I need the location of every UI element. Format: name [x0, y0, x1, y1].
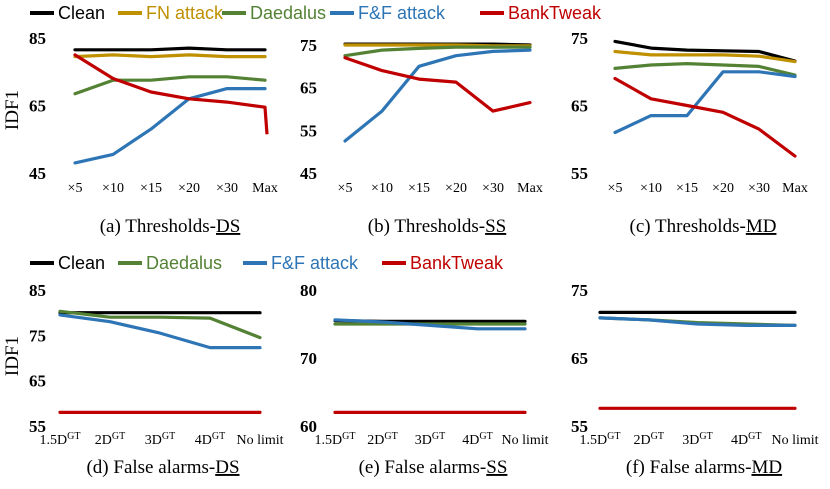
y-tick-label: 65 [300, 79, 317, 98]
x-tick-label: Max [782, 181, 808, 196]
panel-caption: (a) Thresholds-DS [100, 216, 241, 237]
x-tick-label: ×15 [140, 181, 162, 196]
series-line-fn-attack [73, 53, 267, 59]
y-tick-label: 65 [29, 372, 46, 391]
legend-bottom: Clean Daedalus F&F attack BankTweak [30, 253, 504, 273]
x-tick-label: 4DGT [195, 431, 225, 449]
x-tick-label: Max [252, 181, 278, 196]
x-tick-label: ×30 [482, 181, 504, 196]
legend-label-daedalus: Daedalus [146, 253, 222, 273]
x-tick-label: ×10 [640, 181, 662, 196]
chart-panel-4: 55 65 75 85 1.5DGT 2DGT 3DGT 4DGT No limit (d) Fa… [29, 281, 284, 478]
x-tick-label: ×20 [445, 181, 467, 196]
y-tick-label: 70 [300, 349, 317, 368]
panel-caption: (f) False alarms-MD [626, 457, 782, 478]
y-tick-label: 80 [300, 281, 317, 300]
panel-caption: (d) False alarms-DS [86, 457, 239, 478]
x-tick-label: 4DGT [731, 431, 761, 449]
x-tick-label: No limit [236, 433, 283, 448]
legend-label-fandf-attack: F&F attack [271, 253, 359, 273]
y-tick-label: 75 [571, 281, 588, 300]
x-tick-label: 1.5DGT [40, 431, 81, 449]
panel-caption: (e) False alarms-SS [359, 457, 508, 478]
x-tick-label: ×10 [371, 181, 393, 196]
series-line-fandf-attack [73, 86, 267, 165]
y-tick-label: 75 [300, 36, 317, 55]
chart-panel-6: 55 65 75 1.5DGT 2DGT 3DGT 4DGT No limit (f) Fals… [571, 281, 819, 478]
y-tick-label: 85 [29, 281, 46, 300]
x-tick-label: 1.5DGT [580, 431, 621, 449]
y-tick-label: 45 [29, 164, 46, 183]
x-tick-label: ×20 [178, 181, 200, 196]
x-tick-label: ×5 [608, 181, 623, 196]
y-tick-label: 75 [29, 326, 46, 345]
x-tick-label: ×10 [102, 181, 124, 196]
x-tick-label: ×5 [68, 181, 83, 196]
y-tick-label: 55 [571, 164, 588, 183]
series-tail-banktweak [263, 107, 269, 135]
legend-label-banktweak: BankTweak [410, 253, 504, 273]
x-tick-label: 2DGT [367, 431, 397, 449]
y-axis-label-bottom: IDF1 [2, 336, 23, 376]
x-tick-label: ×15 [676, 181, 698, 196]
x-tick-label: ×15 [408, 181, 430, 196]
series-line-fandf-attack [58, 313, 262, 350]
y-tick-label: 65 [571, 97, 588, 116]
y-tick-label: 85 [29, 29, 46, 48]
legend-label-banktweak: BankTweak [508, 3, 602, 23]
y-tick-label: 60 [300, 417, 317, 436]
y-tick-label: 65 [571, 349, 588, 368]
x-tick-label: 3DGT [682, 431, 712, 449]
chart-panel-2: 45 55 65 75 ×5 ×10 ×15 ×20 ×30 Max (b) Thresholds-… [300, 36, 543, 237]
legend-label-clean: Clean [58, 3, 105, 23]
y-tick-label: 75 [571, 29, 588, 48]
series-line-fandf-attack [343, 48, 532, 143]
legend-label-fandf-attack: F&F attack [358, 3, 446, 23]
chart-panel-5: 60 70 80 1.5DGT 2DGT 3DGT 4DGT No limit (e) Fals… [300, 281, 549, 478]
x-tick-label: ×5 [338, 181, 353, 196]
chart-panel-1: 45 65 85 ×5 ×10 ×15 ×20 ×30 Max (a) Thresholds-DS [29, 29, 278, 237]
series-line-fn-attack [613, 49, 797, 64]
x-tick-label: 4DGT [462, 431, 492, 449]
y-tick-label: 55 [571, 417, 588, 436]
x-tick-label: ×20 [712, 181, 734, 196]
series-line-daedalus [73, 75, 267, 96]
y-axis-label-top: IDF1 [2, 90, 23, 130]
panel-caption: (b) Thresholds-SS [368, 216, 506, 237]
x-tick-label: 2DGT [95, 431, 125, 449]
legend-label-clean: Clean [58, 253, 105, 273]
series-line-daedalus [613, 61, 797, 77]
y-tick-label: 55 [29, 417, 46, 436]
series-line-fandf-attack [598, 316, 797, 327]
panel-caption: (c) Thresholds-MD [630, 216, 777, 237]
y-tick-label: 65 [29, 97, 46, 116]
legend-label-fn-attack: FN attack [146, 3, 224, 23]
series-line-banktweak [613, 76, 797, 158]
x-tick-label: 2DGT [634, 431, 664, 449]
x-tick-label: No limit [771, 433, 818, 448]
series-line-daedalus [58, 309, 262, 340]
series-line-clean [613, 39, 797, 63]
y-tick-label: 45 [300, 164, 317, 183]
x-tick-label: ×30 [748, 181, 770, 196]
x-tick-label: 1.5DGT [315, 431, 356, 449]
series-line-clean [73, 46, 267, 52]
series-line-banktweak [73, 53, 267, 109]
y-tick-label: 55 [300, 121, 317, 140]
x-tick-label: 3DGT [415, 431, 445, 449]
x-tick-label: 3DGT [145, 431, 175, 449]
x-tick-label: ×30 [216, 181, 238, 196]
series-line-fandf-attack [613, 70, 797, 135]
legend-top: Clean FN attack Daedalus F&F attack BankTwea… [30, 3, 602, 23]
chart-panel-3: 55 65 75 ×5 ×10 ×15 ×20 ×30 Max (c) Thresholds-MD [571, 29, 808, 237]
series-line-banktweak [343, 56, 532, 113]
series-line-daedalus [343, 45, 532, 58]
x-tick-label: Max [517, 181, 543, 196]
series-line-fandf-attack [333, 318, 527, 331]
legend-label-daedalus: Daedalus [250, 3, 326, 23]
x-tick-label: No limit [501, 433, 548, 448]
